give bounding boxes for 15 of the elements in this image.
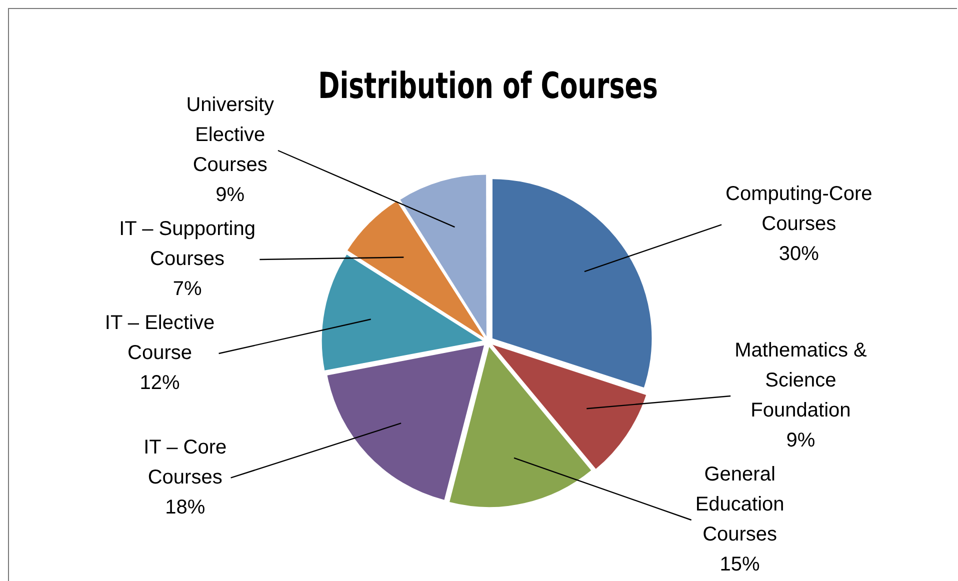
slice-label: IT – Supporting Courses [119,218,256,270]
data-label: 7% [172,278,202,300]
slice-label: University Elective Courses [186,94,274,176]
slice-label: Computing-Core Courses [726,183,872,236]
data-label: 9% [216,184,245,206]
data-label: 12% [140,372,180,394]
data-label: 30% [778,243,820,266]
data-label: 9% [786,430,816,452]
slice-label: General Education Courses [695,464,784,546]
slice-label: IT – Core Courses [144,436,227,488]
slice-label: Mathematics & Science Foundation [734,340,868,422]
data-label: 15% [720,554,760,576]
data-label: 18% [165,496,206,518]
slice-label: IT – Elective Course [104,312,215,364]
chart-title: Distribution of Courses [318,66,658,108]
